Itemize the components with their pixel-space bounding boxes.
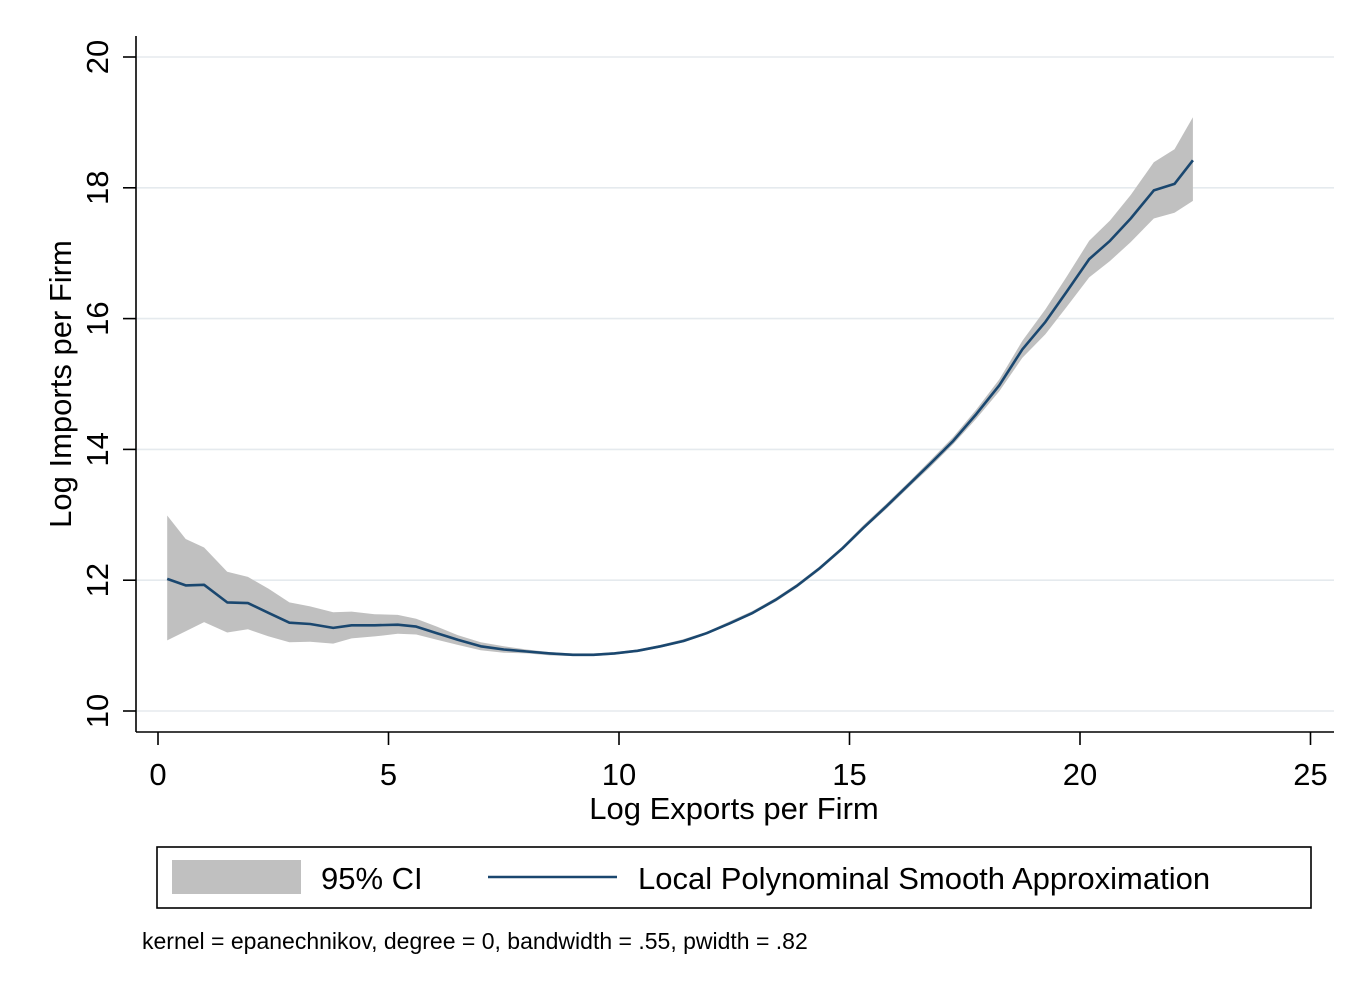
y-tick-label-16: 16 xyxy=(80,301,115,335)
legend: 95% CI Local Polynominal Smooth Approxim… xyxy=(157,847,1311,908)
legend-ci-swatch xyxy=(172,860,301,894)
x-tick-label-0: 0 xyxy=(149,757,166,792)
chart-note: kernel = epanechnikov, degree = 0, bandw… xyxy=(142,928,808,954)
y-tick-label-12: 12 xyxy=(80,563,115,597)
y-tick-label-14: 14 xyxy=(80,432,115,466)
ticks: 10 12 14 16 18 20 0 5 10 15 20 25 xyxy=(80,40,1328,792)
x-tick-label-20: 20 xyxy=(1063,757,1097,792)
y-tick-label-20: 20 xyxy=(80,40,115,74)
ci-band-layer xyxy=(167,117,1193,656)
y-tick-label-18: 18 xyxy=(80,171,115,205)
y-axis-label: Log Imports per Firm xyxy=(43,240,78,528)
ci-band xyxy=(167,117,1193,656)
x-tick-label-10: 10 xyxy=(602,757,636,792)
x-tick-label-25: 25 xyxy=(1293,757,1327,792)
legend-line-label: Local Polynominal Smooth Approximation xyxy=(638,861,1210,896)
x-tick-label-5: 5 xyxy=(380,757,397,792)
x-axis-label: Log Exports per Firm xyxy=(589,791,878,826)
x-tick-label-15: 15 xyxy=(832,757,866,792)
legend-ci-label: 95% CI xyxy=(321,861,423,896)
y-tick-label-10: 10 xyxy=(80,694,115,728)
